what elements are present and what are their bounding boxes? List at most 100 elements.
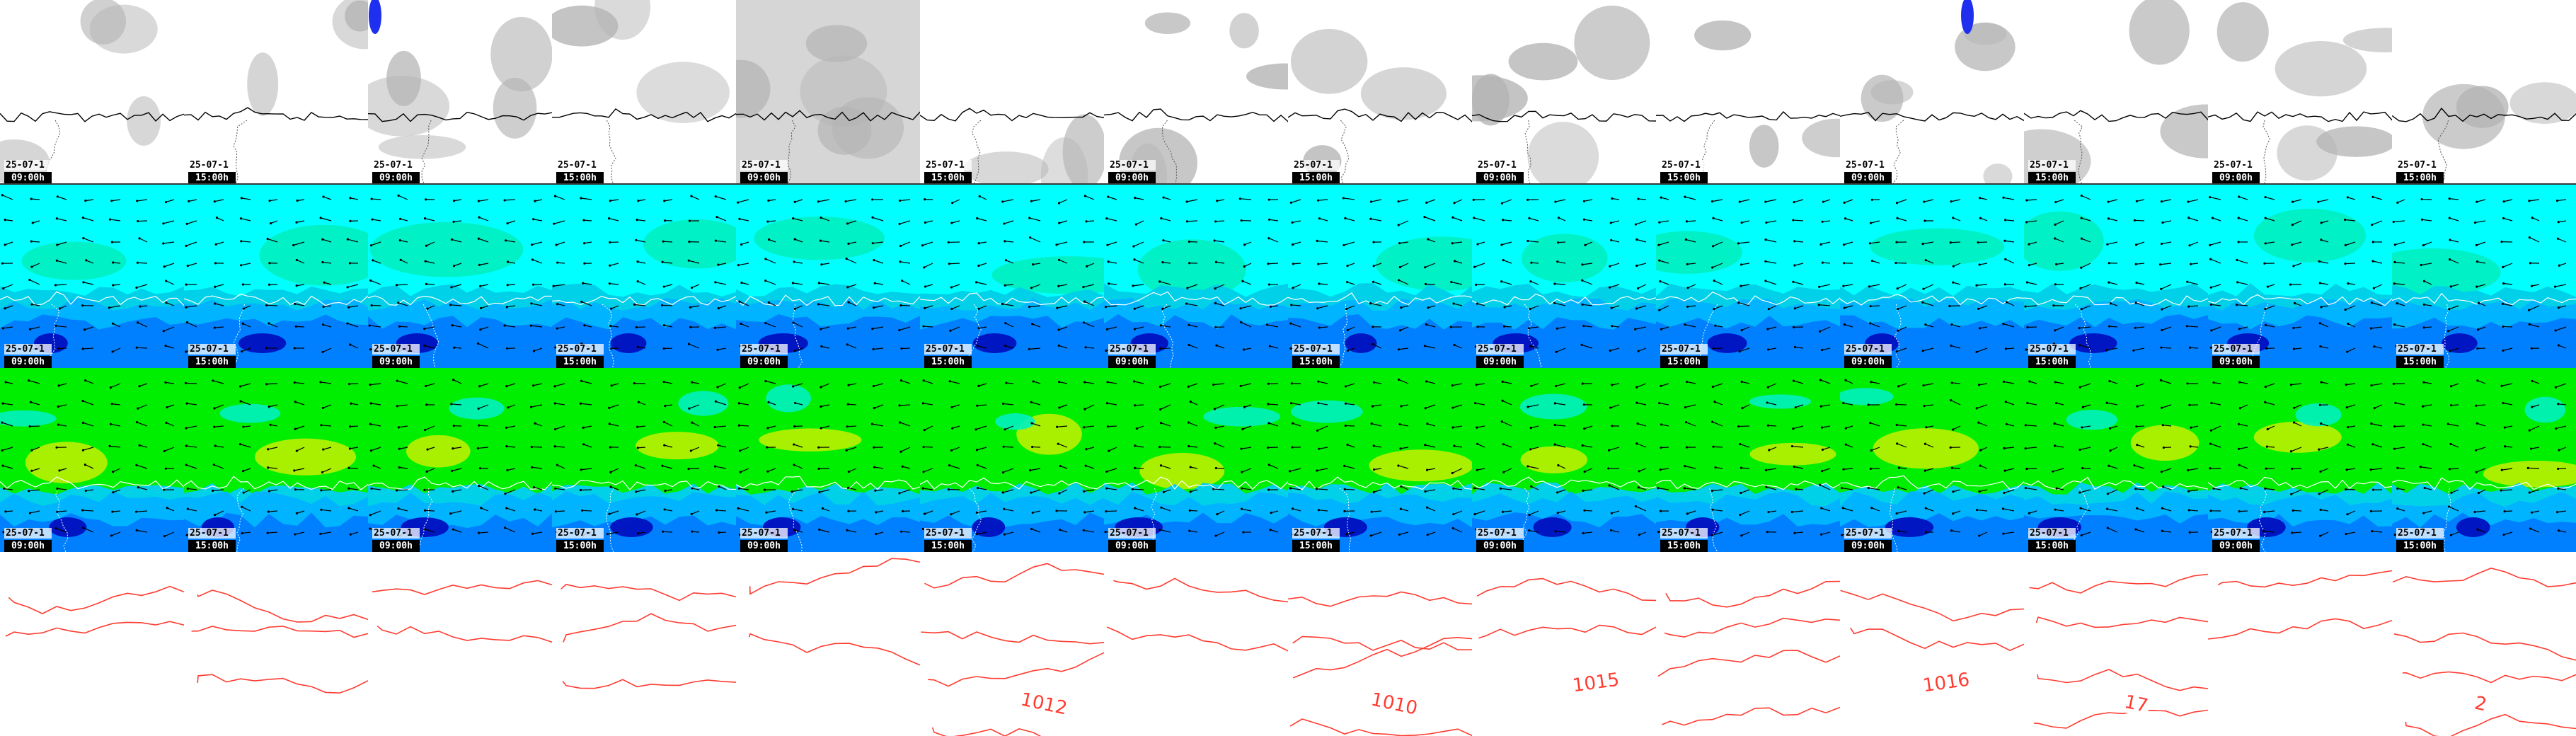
wind-barb-arrow-icon [506,468,516,472]
forecast-date: 25-07-1 [1476,528,1524,539]
wind-barb-arrow-icon [738,447,749,452]
wind-barb-arrow-icon [532,485,543,490]
wind-barb-arrow-icon [1528,510,1539,517]
wind-barb-arrow-icon [1082,529,1095,533]
forecast-date: 25-07-1 [556,160,604,171]
wind-barb-arrow-icon [1451,241,1463,245]
forecast-time: 09:00h [4,356,52,368]
forecast-date: 25-07-1 [1476,160,1524,171]
map-canvas [1104,368,1288,552]
wind-barb-arrow-icon [1453,444,1463,448]
forecast-time: 09:00h [1476,172,1524,184]
cloud-patch [1062,114,1104,184]
wind-barb-arrow-icon [580,300,592,306]
forecast-time: 09:00h [740,172,788,184]
wind-barb-arrow-icon [2422,443,2432,448]
wind-barb-arrow-icon [767,238,776,243]
contour-band [1840,315,2024,368]
wind-barb-arrow-icon [1317,263,1328,265]
wind-barb-arrow-icon [609,468,619,473]
coastline [2208,111,2392,122]
wind-barb-arrow-icon [1030,199,1041,202]
wind-upper-level-panel: 25-07-1 09:00h [368,368,552,552]
wind-barb-arrow-icon [4,381,13,384]
map-canvas [736,0,920,184]
wind-barb-arrow-icon [899,530,911,533]
wind-barb-arrow-icon [1159,464,1171,469]
wind-barb-arrow-icon [1397,220,1409,226]
wind-barb-arrow-icon [1107,195,1117,200]
wind-low-level-panel: 25-07-1 09:00h [0,184,184,368]
wind-barb-arrow-icon [2161,305,2172,311]
wind-barb-arrow-icon [2,284,13,290]
wind-barb-arrow-icon [31,220,40,224]
wind-barb-arrow-icon [820,326,830,330]
forecast-date: 25-07-1 [4,344,52,355]
wind-barb-arrow-icon [268,283,278,286]
wind-barb-arrow-icon [2528,323,2540,328]
wind-barb-arrow-icon [899,421,911,427]
wind-barb-arrow-icon [478,484,489,490]
wind-barb-arrow-icon [1764,238,1777,243]
forecast-timestamp: 25-07-1 15:00h [2028,344,2076,368]
wind-barb-arrow-icon [321,347,332,354]
wind-barb-arrow-icon [2187,468,2199,472]
country-border [422,304,439,368]
wind-barb-arrow-icon [580,379,592,384]
wind-barb-arrow-icon [2448,197,2459,200]
wind-barb-arrow-icon [1767,510,1777,514]
wind-barb-arrow-icon [1556,260,1566,264]
wind-barb-arrow-icon [1740,380,1750,384]
wind-barb-arrow-icon [818,528,830,533]
cloud-patch [2509,82,2576,124]
wind-barb-arrow-icon [718,531,727,534]
wind-barb-arrow-icon [793,529,803,533]
wind-barb-arrow-icon [1188,509,1198,512]
map-canvas [736,184,920,368]
wind-barb-arrow-icon [2004,258,2015,264]
wind-barb-arrow-icon [2320,238,2329,243]
wind-barb-arrow-icon [505,305,516,309]
wind-barb-arrow-icon [1452,302,1463,306]
wind-barb-arrow-icon [791,507,803,512]
wind-barb-arrow-icon [1316,468,1328,472]
wind-barb-arrow-icon [2264,217,2275,222]
wind-barb-arrow-icon [1821,220,1831,223]
contour-patch [2024,211,2104,271]
forecast-time: 15:00h [188,172,236,184]
wind-barb-arrow-icon [2346,196,2356,200]
wind-barb-arrow-icon [1214,442,1225,448]
cloud-patch [2342,28,2392,52]
wind-barb-arrow-icon [871,198,884,201]
cloud-patch [386,50,421,106]
coastline [0,111,184,122]
wind-barb-arrow-icon [1713,401,1723,406]
wind-barb-arrow-icon [1869,220,1880,224]
wind-barb-arrow-icon [1635,442,1647,448]
wind-barb-arrow-icon [922,468,933,473]
wind-barb-arrow-icon [1084,464,1095,469]
wind-barb-arrow-icon [2530,510,2540,514]
wind-barb-arrow-icon [1842,241,1853,246]
wind-barb-arrow-icon [1553,402,1566,406]
forecast-timestamp: 25-07-1 15:00h [2396,344,2444,368]
wind-barb-arrow-icon [794,401,803,406]
wind-barb-arrow-icon [1685,220,1696,223]
wind-barb-arrow-icon [662,530,673,533]
wind-barb-arrow-icon [530,302,543,306]
forecast-date: 25-07-1 [2028,160,2076,171]
wind-barb-arrow-icon [1766,531,1777,534]
wind-barb-arrow-icon [2161,424,2172,427]
contour-patch [0,410,57,427]
wind-barb-arrow-icon [718,485,727,490]
wind-barb-arrow-icon [1032,263,1041,266]
map-canvas [2392,368,2576,552]
wind-barb-arrow-icon [1134,444,1144,448]
wind-barb-arrow-icon [2264,401,2275,406]
wind-barb-arrow-icon [1897,529,1907,533]
pressure-isobar-panel [736,552,920,736]
wind-barb-arrow-icon [2392,220,2405,224]
wind-barb-arrow-icon [2105,347,2118,352]
wind-barb-arrow-icon [2449,284,2459,288]
wind-barb-arrow-icon [2132,347,2145,352]
